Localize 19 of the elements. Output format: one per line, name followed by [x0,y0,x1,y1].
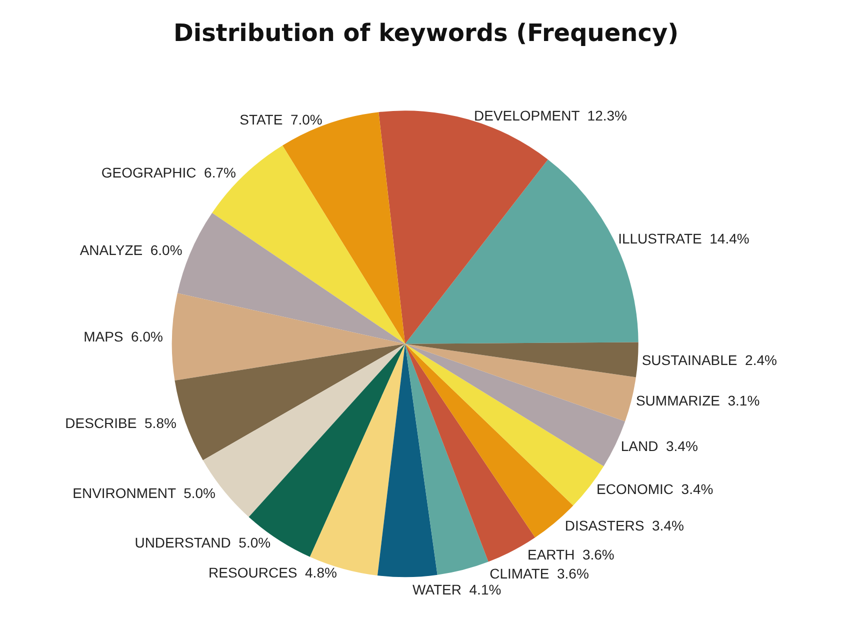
slice-label: DESCRIBE 5.8% [65,415,176,431]
slice-label: CLIMATE 3.6% [490,566,589,582]
slice-label: SUMMARIZE 3.1% [636,392,760,409]
slice-label: MAPS 6.0% [84,328,163,345]
slice-label: WATER 4.1% [412,582,502,598]
chart-title: Distribution of keywords (Frequency) [173,19,679,47]
slice-label: DEVELOPMENT 12.3% [474,107,628,124]
slice-label: DISASTERS 3.4% [564,518,684,534]
slice-label: ECONOMIC 3.4% [596,481,714,498]
slice-label: STATE 7.0% [240,112,322,128]
slice-label: UNDERSTAND 5.0% [134,534,271,551]
slice-label: GEOGRAPHIC 6.7% [101,164,236,181]
slice-label: EARTH 3.6% [527,546,614,563]
slice-label: ILLUSTRATE 14.4% [618,230,750,247]
slice-label: SUSTAINABLE 2.4% [642,352,777,368]
slice-label: LAND 3.4% [620,438,698,454]
slice-label: ANALYZE 6.0% [80,242,182,258]
slice-label: RESOURCES 4.8% [208,564,337,581]
slice-label: ENVIRONMENT 5.0% [72,484,216,501]
